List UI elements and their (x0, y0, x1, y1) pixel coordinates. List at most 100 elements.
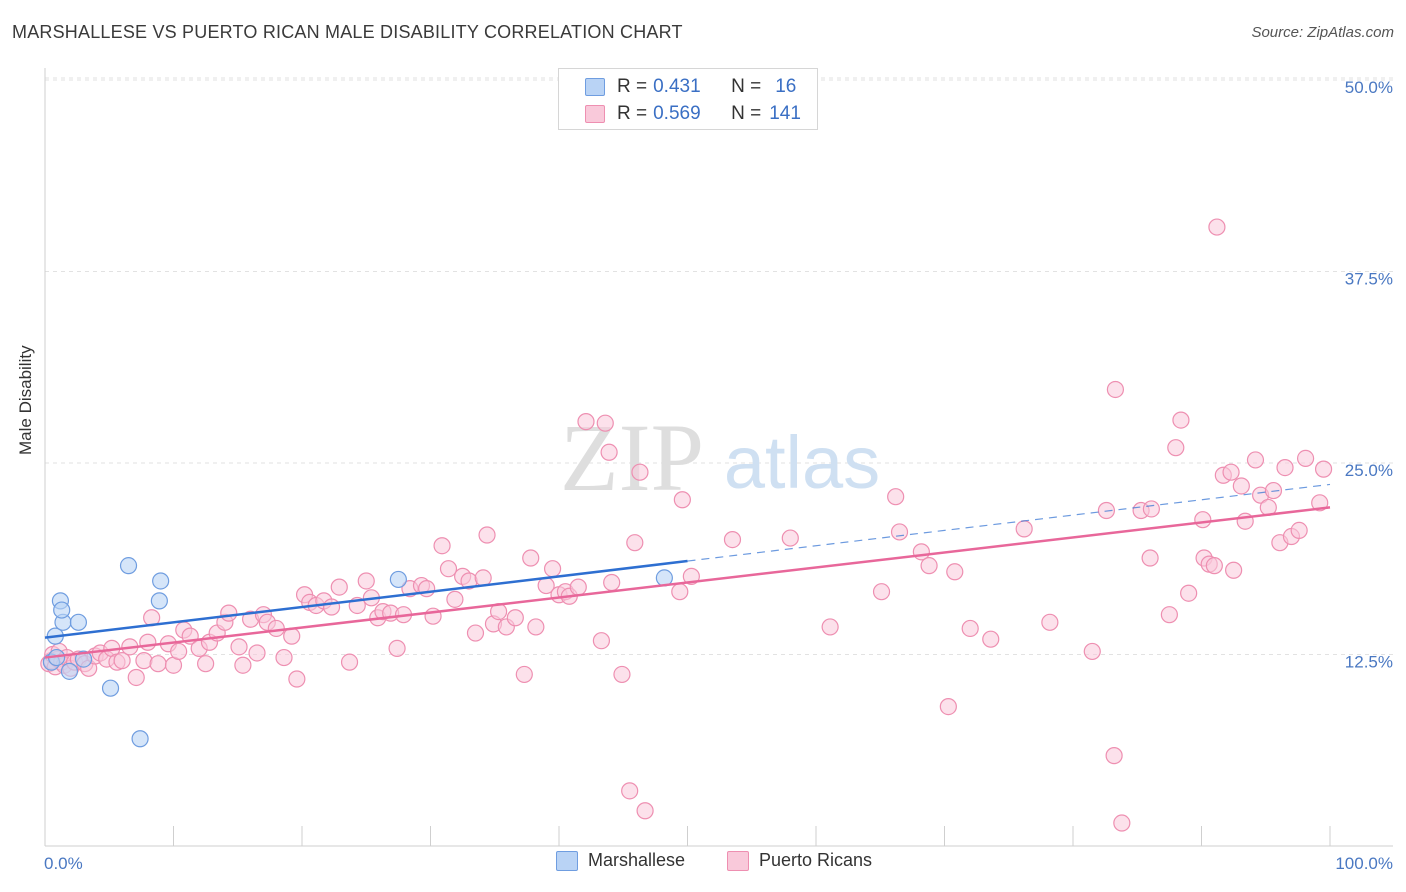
puerto-rican-point (1041, 613, 1059, 631)
puerto-rican-point (887, 488, 905, 506)
y-tick-label: 50.0% (1345, 78, 1393, 97)
gridlines (45, 77, 1393, 655)
puerto-rican-point (466, 624, 485, 642)
puerto-rican-point (288, 670, 306, 688)
marshallese-point (152, 572, 170, 590)
puerto-rican-point (388, 639, 406, 657)
puerto-rican-point (1194, 511, 1212, 529)
puerto-rican-point (1208, 218, 1226, 236)
puerto-rican-point (1141, 549, 1159, 567)
r-value: 0.431 (653, 76, 701, 97)
y-tick-labels: 12.5% 25.0% 37.5% 50.0% (1345, 78, 1393, 672)
correlation-legend: R = 0.431 N = 16 R = 0.569 N = 141 (558, 68, 818, 130)
legend-row-puerto-rican: R = 0.569 N = 141 (585, 101, 801, 127)
puerto-rican-legend-swatch (727, 850, 749, 871)
puerto-rican-point (723, 530, 742, 549)
marshallese-swatch (585, 78, 605, 96)
puerto-rican-point (577, 413, 595, 431)
puerto-rican-point (1160, 606, 1178, 624)
marshallese-point (389, 570, 407, 589)
n-value: 16 (775, 76, 797, 97)
puerto-rican-point (433, 537, 451, 555)
marshallese-trend-extension (687, 483, 1331, 562)
puerto-rican-point (872, 583, 891, 601)
marshallese-point (101, 679, 120, 697)
puerto-rican-point (220, 604, 238, 622)
puerto-rican-point (515, 665, 533, 684)
marshallese-point (74, 650, 93, 668)
marshallese-point (119, 557, 138, 575)
puerto-rican-point (234, 656, 252, 674)
puerto-rican-point (1142, 500, 1160, 518)
marshallese-point (150, 592, 168, 610)
puerto-rican-point (636, 802, 654, 820)
series-name: Puerto Ricans (759, 850, 873, 870)
marshallese-point (53, 601, 71, 619)
n-label: N = (731, 76, 762, 97)
puerto-rican-point (446, 590, 464, 608)
puerto-rican-swatch (585, 105, 605, 123)
puerto-rican-point (330, 578, 348, 596)
puerto-rican-point (1106, 380, 1125, 399)
marshallese-point (69, 613, 88, 631)
r-label: R = (617, 76, 648, 97)
puerto-rican-point (592, 632, 611, 650)
puerto-rican-point (113, 652, 131, 670)
puerto-rican-point (626, 534, 644, 552)
puerto-rican-point (357, 572, 375, 590)
series-legend-marshallese: Marshallese (556, 850, 685, 871)
axes (44, 68, 1393, 847)
series-name: Marshallese (588, 850, 686, 870)
puerto-rican-point (939, 697, 957, 716)
puerto-rican-point (1246, 451, 1265, 469)
puerto-rican-point (527, 618, 545, 636)
puerto-rican-point (890, 523, 909, 541)
x-tick-label: 0.0% (44, 854, 83, 873)
chart-title: MARSHALLESE VS PUERTO RICAN MALE DISABIL… (12, 22, 683, 42)
marshallese-point (60, 662, 79, 680)
puerto-rican-point (982, 630, 1000, 648)
marshallese-trend-line (44, 559, 688, 639)
puerto-rican-point (1314, 460, 1333, 478)
puerto-rican-point (1264, 481, 1283, 500)
legend-row-marshallese: R = 0.431 N = 16 (585, 74, 796, 100)
puerto-rican-point (340, 653, 359, 671)
n-label: N = (731, 103, 762, 124)
n-value: 141 (769, 103, 801, 124)
puerto-rican-point (1225, 561, 1243, 579)
watermark-atlas: atlas (724, 421, 880, 504)
marshallese-legend-swatch (556, 850, 578, 871)
y-tick-label: 25.0% (1345, 461, 1393, 480)
puerto-rican-point (1311, 494, 1329, 512)
puerto-rican-point (170, 642, 188, 661)
source-note: Source: ZipAtlas.com (1251, 24, 1394, 41)
r-value: 0.569 (653, 103, 701, 124)
puerto-rican-point (673, 491, 691, 509)
puerto-rican-point (230, 638, 248, 656)
x-tick-labels: 0.0% 100.0% (44, 854, 1393, 873)
puerto-rican-point (946, 563, 964, 581)
puerto-rican-point (506, 609, 524, 627)
puerto-rican-point (439, 560, 458, 578)
puerto-rican-point (478, 526, 496, 544)
puerto-rican-point (613, 665, 631, 684)
puerto-rican-point (1167, 439, 1185, 457)
puerto-rican-point (267, 619, 285, 638)
puerto-rican-point (139, 633, 157, 651)
puerto-rican-point (322, 598, 341, 616)
puerto-rican-point (1172, 411, 1190, 429)
puerto-rican-point (1180, 584, 1198, 602)
puerto-rican-point (569, 578, 587, 596)
puerto-rican-point (1097, 501, 1116, 520)
puerto-rican-point (631, 463, 649, 481)
puerto-rican-point (418, 580, 436, 598)
puerto-rican-point (248, 644, 266, 662)
puerto-rican-point (603, 573, 621, 592)
puerto-rican-point (1105, 747, 1123, 765)
r-label: R = (617, 103, 648, 124)
x-tick-label: 100.0% (1335, 854, 1393, 873)
trend-lines (44, 483, 1331, 659)
puerto-rican-point (671, 583, 689, 601)
puerto-rican-point (1290, 521, 1308, 540)
